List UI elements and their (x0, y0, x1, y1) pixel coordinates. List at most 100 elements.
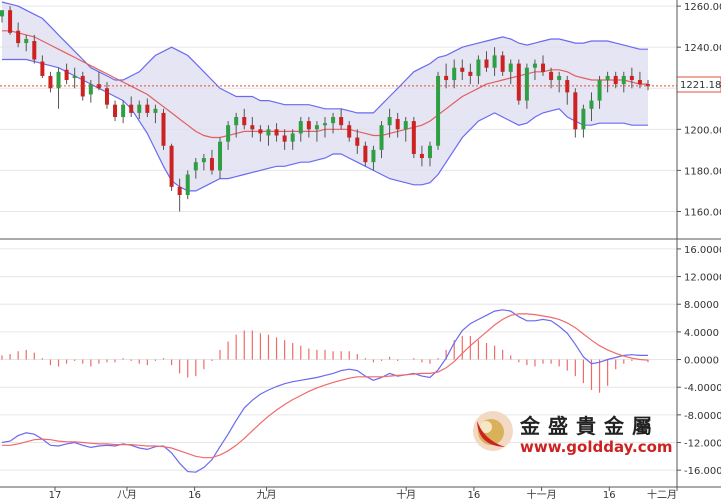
candle-body (88, 84, 93, 95)
candle-body (24, 38, 29, 44)
macd-tick-label: -12.0000 (684, 439, 721, 450)
candle-body (411, 121, 416, 154)
price-tick-label: 1240.00 (684, 43, 721, 54)
candle-body (452, 67, 457, 81)
macd-axis: 16.0000 12.0000 8.0000 4.0000 0.0000 -4.0000 -… (677, 245, 721, 477)
time-tick-label: 16 (188, 490, 201, 501)
candle-body (565, 80, 570, 93)
candle-body (444, 75, 449, 81)
candle-body (613, 75, 618, 85)
time-axis: 17 八月 16 九月 十月 16 十一月 16 十二月 (49, 487, 678, 501)
candle-body (549, 71, 554, 81)
candle-body (347, 125, 352, 138)
macd-tick-label: 16.0000 (684, 245, 721, 256)
time-tick-label: 八月 (117, 489, 137, 501)
candle-body (16, 30, 21, 44)
macd-signal-line (2, 313, 649, 459)
coin-swoosh-icon (477, 421, 505, 447)
candle-body (266, 129, 271, 136)
candle-body (363, 145, 368, 163)
candle-body (153, 108, 158, 113)
candle-body (145, 104, 150, 113)
macd-tick-label: -16.0000 (684, 466, 721, 477)
time-tick-label: 九月 (257, 489, 277, 501)
candle-body (541, 63, 546, 72)
candle-body (218, 141, 223, 171)
candle-body (331, 117, 336, 124)
candle-body (492, 55, 497, 68)
candle-body (597, 80, 602, 101)
candle-body (379, 125, 384, 150)
candle-body (56, 71, 61, 89)
candles (0, 6, 650, 212)
candle-body (460, 67, 465, 72)
candle-body (306, 121, 311, 130)
candle-body (258, 129, 263, 134)
candle-body (104, 88, 109, 105)
candle-body (476, 59, 481, 76)
candle-body (646, 84, 650, 87)
candle-body (8, 10, 13, 33)
candle-body (589, 100, 594, 109)
candle-body (209, 158, 214, 171)
price-tick-label: 1200.00 (684, 125, 721, 136)
candle-body (427, 145, 432, 159)
candle-body (532, 63, 537, 68)
price-tick-label: 1260.00 (684, 2, 721, 13)
bollinger-upper-line (1, 1, 648, 114)
candle-body (621, 75, 626, 85)
candle-body (234, 117, 239, 126)
candle-body (436, 75, 441, 146)
candle-body (72, 75, 77, 78)
candle-body (355, 137, 360, 146)
time-tick-label: 十二月 (647, 488, 677, 501)
macd-histogram (1, 330, 649, 393)
candle-body (500, 55, 505, 72)
candle-body (468, 71, 473, 76)
price-tick-label: 1160.00 (684, 207, 721, 218)
candle-body (185, 174, 190, 196)
time-tick-label: 16 (468, 490, 481, 501)
candle-body (581, 108, 586, 130)
candle-body (524, 67, 529, 101)
brand-name: 金盛貴金屬 (519, 414, 660, 438)
candle-body (0, 10, 4, 17)
time-tick-label: 十月 (396, 488, 416, 501)
macd-tick-label: 4.0000 (684, 328, 719, 339)
candle-body (387, 117, 392, 126)
candle-body (129, 104, 134, 113)
candle-body (274, 129, 279, 136)
candle-body (371, 149, 376, 163)
brand-url: www.goldday.com (520, 438, 673, 456)
candle-body (323, 123, 327, 126)
candle-body (629, 75, 634, 81)
candle-body (96, 84, 101, 89)
candle-body (419, 153, 424, 159)
candle-body (339, 117, 344, 126)
macd-tick-label: 8.0000 (684, 300, 719, 311)
candle-body (395, 119, 400, 130)
candle-body (637, 80, 642, 85)
macd-line (1, 309, 648, 473)
candle-body (605, 75, 610, 81)
candle-body (48, 75, 53, 89)
current-price-label: 1221.18 (676, 76, 721, 93)
time-tick-label: 16 (603, 490, 616, 501)
candle-body (169, 145, 174, 187)
candle-body (573, 92, 578, 130)
macd-tick-label: 12.0000 (684, 273, 721, 284)
candle-body (113, 104, 118, 117)
macd-grid (0, 248, 677, 471)
price-panel: 1260.001240.001220.001200.001180.001160.… (0, 0, 721, 237)
candle-body (161, 112, 166, 146)
candle-body (226, 125, 231, 142)
candle-body (193, 162, 198, 171)
macd-tick-label: -8.0000 (684, 411, 721, 422)
candle-body (298, 121, 303, 134)
candle-body (32, 41, 37, 60)
candle-body (80, 75, 85, 97)
candle-body (137, 104, 142, 113)
time-tick-label: 十一月 (527, 488, 557, 501)
